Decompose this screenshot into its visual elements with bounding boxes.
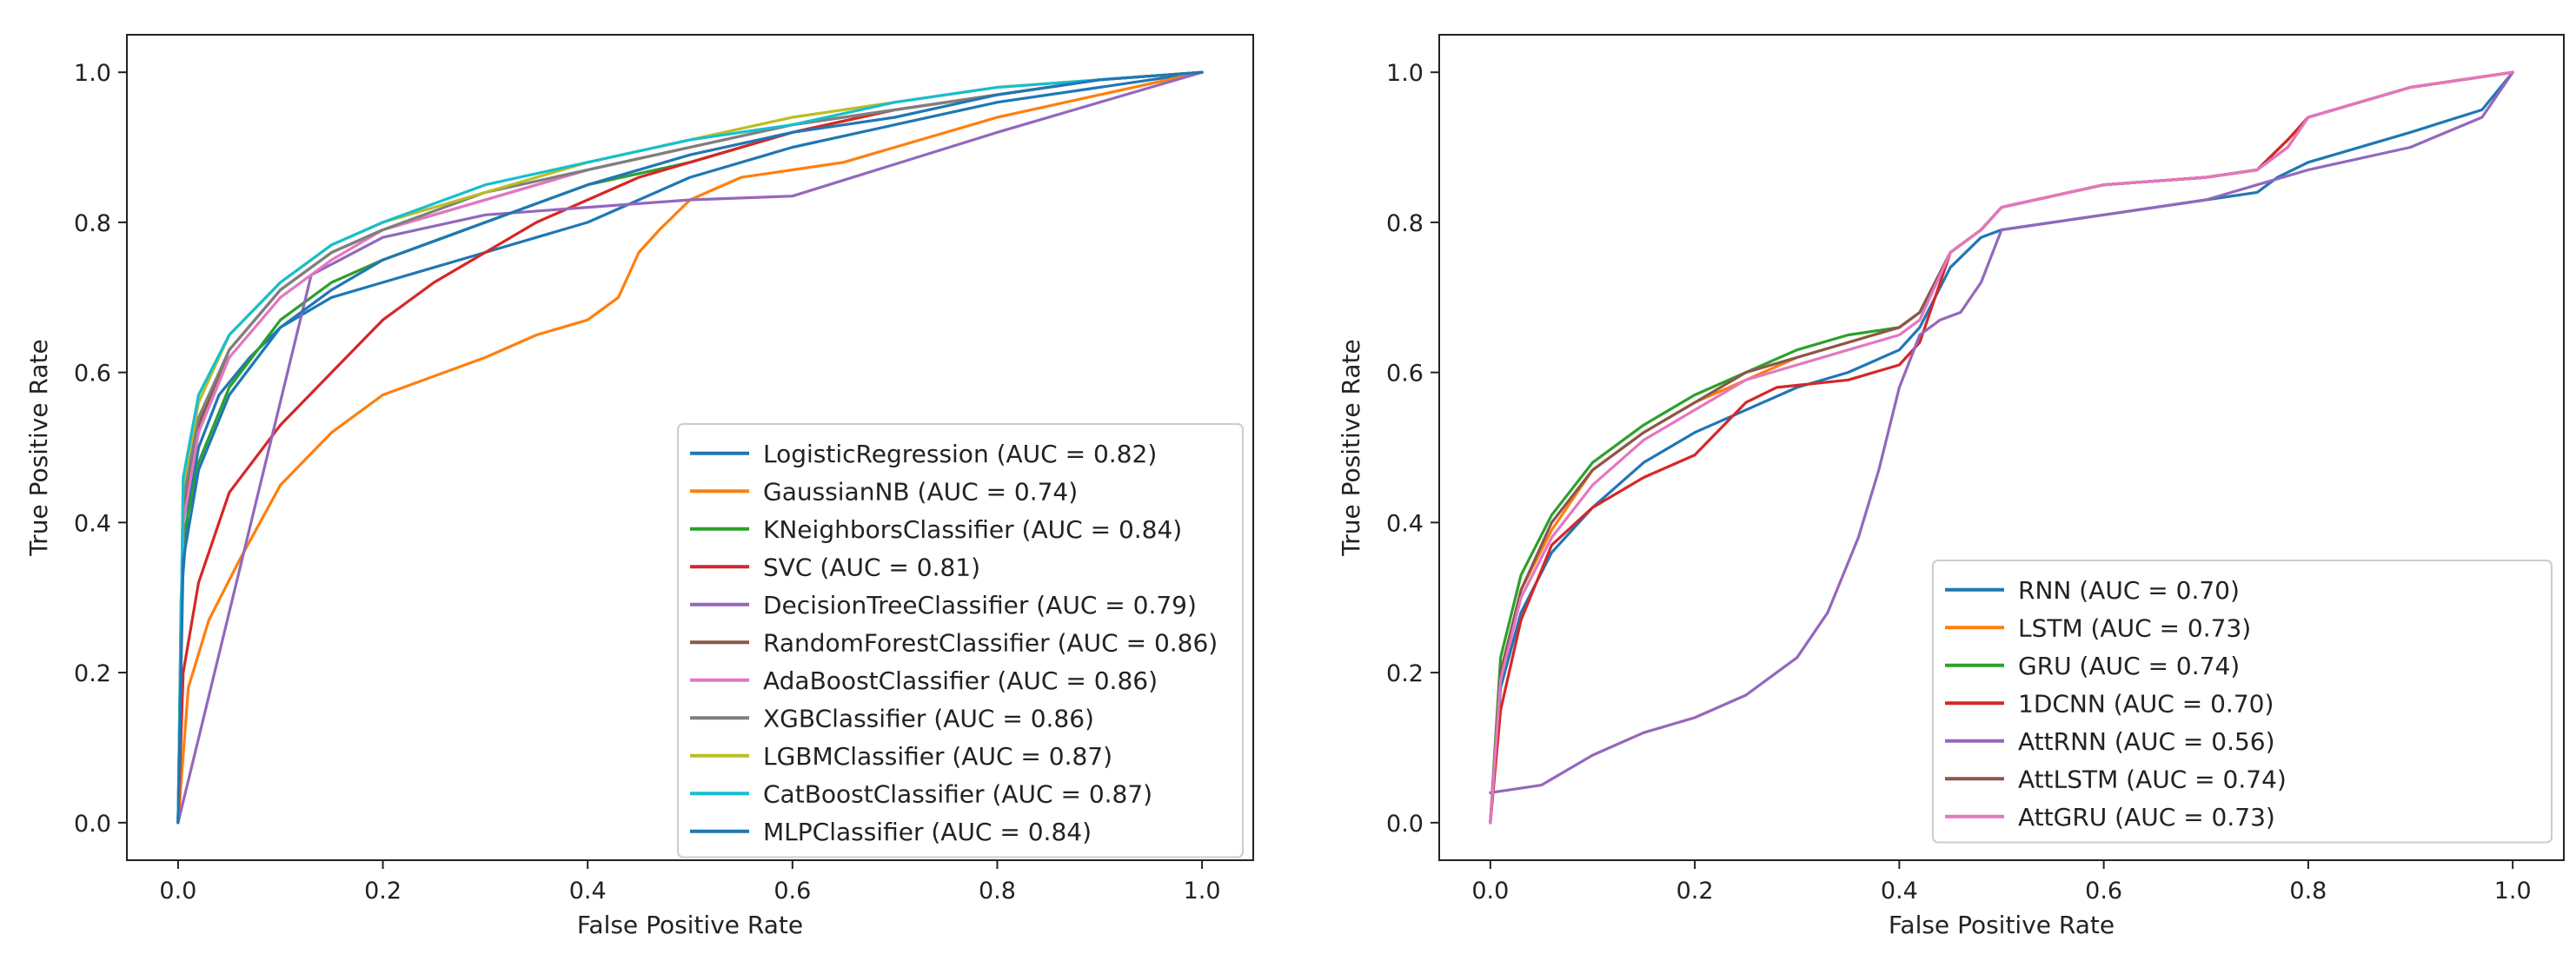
x-tick-label: 0.0 [159, 878, 196, 905]
y-tick-label: 0.2 [74, 660, 111, 687]
x-tick-label: 1.0 [2494, 878, 2532, 905]
legend-entry: AttLSTM (AUC = 0.74) [2018, 765, 2287, 793]
y-tick-label: 1.0 [74, 60, 111, 87]
legend-entry: KNeighborsClassifier (AUC = 0.84) [763, 515, 1182, 544]
y-tick-label: 0.4 [1386, 510, 1424, 537]
x-tick-label: 0.8 [979, 878, 1016, 905]
legend-entry: CatBoostClassifier (AUC = 0.87) [763, 779, 1152, 808]
legend-entry: LGBMClassifier (AUC = 0.87) [763, 742, 1112, 771]
legend-entry: 1DCNN (AUC = 0.70) [2018, 689, 2274, 718]
series-line-6 [1489, 70, 2514, 825]
y-axis-label: True Positive Rate [1337, 339, 1365, 556]
legend-entry: LSTM (AUC = 0.73) [2018, 613, 2251, 642]
series-line-10 [176, 70, 1204, 825]
series-line-0 [1489, 70, 2514, 825]
legend-entry: AdaBoostClassifier (AUC = 0.86) [763, 666, 1158, 695]
left-roc-panel: 0.0 0.2 0.4 0.6 0.8 1.0 0.0 0.2 0.4 0.6 0.8 1.0 Fals… [24, 34, 1254, 939]
x-tick-label: 0.6 [773, 878, 811, 905]
x-tick-label: 0.2 [1676, 878, 1714, 905]
y-tick-label: 1.0 [1386, 60, 1424, 87]
legend-entry: SVC (AUC = 0.81) [763, 553, 980, 581]
y-tick-label: 0.2 [1386, 660, 1424, 687]
series-line-0 [176, 70, 1204, 825]
axes-frame [126, 34, 1254, 861]
legend-entry: GRU (AUC = 0.74) [2018, 652, 2240, 680]
legend-entry: GaussianNB (AUC = 0.74) [763, 477, 1078, 506]
series-line-1 [176, 70, 1204, 825]
x-tick-label: 0.4 [569, 878, 607, 905]
legend-entry: AttGRU (AUC = 0.73) [2018, 803, 2275, 832]
y-tick-label: 0.8 [1386, 210, 1424, 237]
legend-entry: MLPClassifier (AUC = 0.84) [763, 818, 1092, 846]
axes-frame [1438, 34, 2565, 861]
x-axis-label: False Positive Rate [577, 911, 803, 939]
right-roc-panel: 0.0 0.2 0.4 0.6 0.8 1.0 0.0 0.2 0.4 0.6 0.8 1.0 Fals… [1337, 34, 2565, 939]
series-line-9 [176, 70, 1204, 825]
series-line-3 [1489, 70, 2514, 825]
x-tick-label: 1.0 [1184, 878, 1221, 905]
y-axis-label: True Positive Rate [24, 339, 53, 556]
y-tick-label: 0.0 [1386, 811, 1424, 838]
legend-entry: LogisticRegression (AUC = 0.82) [763, 440, 1157, 468]
y-tick-label: 0.4 [74, 510, 111, 537]
x-tick-label: 0.6 [2085, 878, 2122, 905]
legend [677, 423, 1244, 858]
legend-entry: XGBClassifier (AUC = 0.86) [763, 704, 1094, 732]
legend-entry: AttRNN (AUC = 0.56) [2018, 727, 2275, 756]
y-tick-label: 0.6 [74, 361, 111, 388]
x-tick-label: 0.2 [364, 878, 402, 905]
y-tick-label: 0.0 [74, 811, 111, 838]
series-line-4 [1489, 70, 2514, 794]
x-tick-label: 0.4 [1881, 878, 1918, 905]
legend [1932, 560, 2553, 844]
legend-entry: RandomForestClassifier (AUC = 0.86) [763, 628, 1218, 657]
legend-entry: RNN (AUC = 0.70) [2018, 576, 2240, 605]
y-tick-label: 0.6 [1386, 361, 1424, 388]
x-tick-label: 0.8 [2289, 878, 2327, 905]
x-tick-label: 0.0 [1471, 878, 1509, 905]
legend-entry: DecisionTreeClassifier (AUC = 0.79) [763, 591, 1197, 620]
x-axis-label: False Positive Rate [1889, 911, 2115, 939]
series-line-4 [176, 70, 1204, 825]
y-tick-label: 0.8 [74, 210, 111, 237]
